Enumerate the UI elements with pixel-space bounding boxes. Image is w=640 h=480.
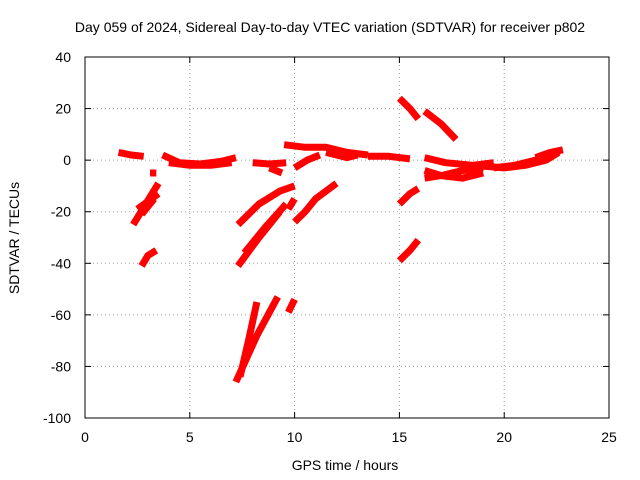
plot-frame	[84, 56, 610, 419]
y-tick-label: 20	[55, 101, 71, 117]
data-series-arc-23	[396, 95, 422, 122]
data-series-arc-18	[292, 180, 339, 225]
data-series-arc-17	[285, 196, 298, 211]
data-series-arc-26	[422, 108, 459, 142]
data-series-arc-24	[396, 185, 421, 207]
data-series-arc-13	[235, 182, 296, 228]
data-series-arc-20	[325, 149, 359, 162]
data-series-arc-29	[424, 164, 484, 182]
y-tick-label: 0	[63, 152, 71, 168]
data-series-arc-14	[252, 159, 287, 168]
data-series-arc-12	[241, 201, 289, 256]
grid	[85, 57, 609, 418]
data-series-arc-21	[292, 151, 322, 171]
x-tick-label: 10	[287, 429, 303, 445]
data-series-arc-32	[534, 146, 564, 161]
data-series-arc-25	[396, 237, 422, 264]
data-series-arc-4	[138, 196, 157, 217]
y-tick-label: -40	[51, 255, 71, 271]
data-series-arc-1	[117, 148, 145, 160]
data-series-arc-10	[236, 301, 261, 378]
x-axis-label: GPS time / hours	[292, 457, 399, 473]
data-series-arc-16	[285, 297, 298, 314]
x-tick-label: 20	[496, 429, 512, 445]
x-tick-label: 0	[81, 429, 89, 445]
data-series-arc-22	[368, 152, 411, 163]
data-series-arc-8	[168, 159, 233, 169]
y-tick-label: -60	[51, 307, 71, 323]
x-tick-label: 15	[392, 429, 408, 445]
x-tick-label: 25	[601, 429, 617, 445]
data-series-arc-28	[423, 167, 485, 182]
data-series-arc-6	[138, 247, 159, 268]
y-tick-label: -20	[51, 204, 71, 220]
data-traces	[117, 95, 564, 384]
x-tick-label: 5	[186, 429, 194, 445]
y-tick-label: 40	[55, 49, 71, 65]
chart-title: Day 059 of 2024, Sidereal Day-to-day VTE…	[75, 19, 585, 35]
y-axis-label: SDTVAR / TECUs	[6, 182, 22, 294]
y-tick-label: -100	[43, 410, 71, 426]
data-series-arc-15	[268, 164, 284, 177]
y-tick-label: -80	[51, 358, 71, 374]
